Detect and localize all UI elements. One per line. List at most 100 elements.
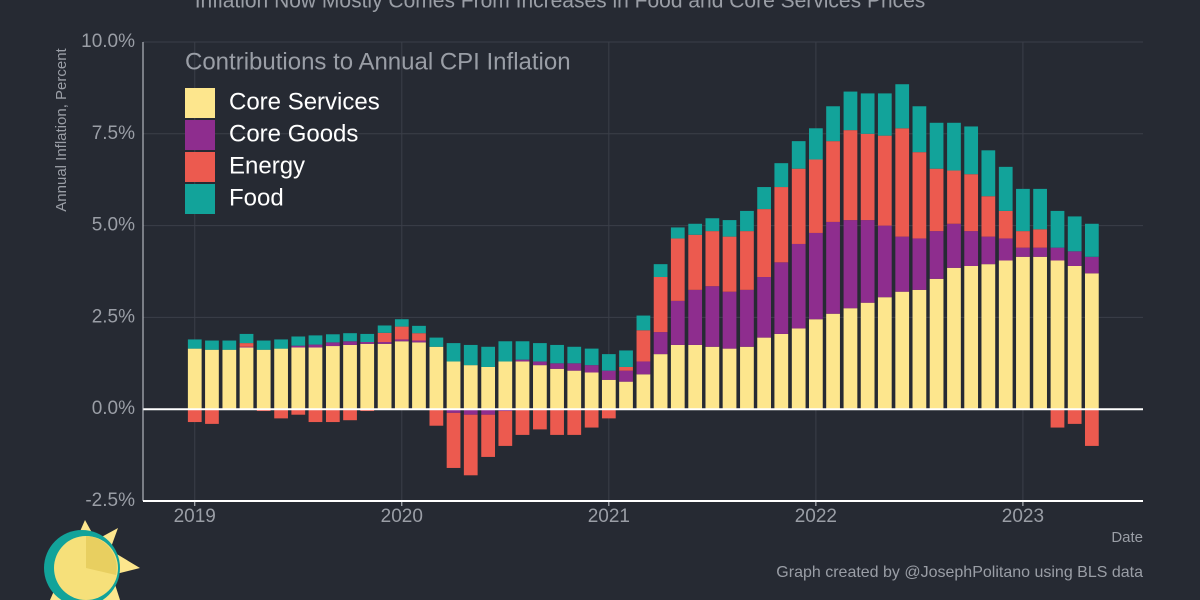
bar [843,91,858,131]
x-tick-label: 2022 [795,506,837,527]
y-tick-label: 5.0% [92,215,135,236]
bar [567,370,582,410]
bar [636,374,651,410]
bar [929,168,944,232]
bar [1033,247,1047,257]
bar [308,347,323,410]
bar [394,319,409,327]
bar [446,361,461,410]
bar [947,170,961,224]
bar [1067,265,1082,410]
bar [187,339,202,349]
bar [791,243,806,329]
bar [515,359,530,362]
bar [826,221,840,314]
bar [325,346,340,410]
bar [809,232,823,320]
bar [550,409,564,435]
legend-swatch [185,184,215,214]
bar [463,365,478,410]
bar [912,289,927,410]
bar [377,342,392,344]
bar [481,414,496,457]
bar [688,223,703,235]
bar [291,336,306,346]
bar [446,343,461,362]
bar [740,346,754,410]
bar [412,342,426,410]
bar [1084,409,1099,446]
bar [1050,260,1065,410]
bar [705,346,720,410]
legend-label: Energy [229,152,305,179]
bar [584,365,599,373]
bar [998,166,1013,211]
bar [446,409,461,413]
bar [584,372,599,410]
bar [325,334,340,343]
bar [947,223,961,268]
bar [1033,188,1047,230]
bar [601,370,616,380]
bar [705,286,720,347]
bar [308,344,323,348]
bar [826,313,840,410]
bar [670,238,685,301]
bar [705,218,720,232]
bar [895,236,910,292]
bar [1016,247,1030,257]
bar [429,337,444,347]
legend-title: Contributions to Annual CPI Inflation [185,48,571,75]
bar [1033,229,1047,248]
legend-label: Core Services [229,88,380,115]
bar [394,326,409,340]
bar [429,346,444,410]
bar [463,344,478,366]
bar [998,260,1013,410]
x-tick-label: 2019 [174,506,216,527]
bar [877,93,892,136]
bar [740,210,754,232]
bar [895,84,910,129]
bar [567,409,582,435]
y-tick-label: 0.0% [92,398,135,419]
bar [481,366,496,410]
y-tick-label: 7.5% [92,123,135,144]
bar [670,300,685,345]
bar [947,122,961,171]
bar [774,187,789,263]
bar [757,277,771,338]
bar [533,361,547,366]
bar [912,152,927,239]
bar [446,412,461,468]
bar [412,325,426,334]
bar [809,128,823,160]
bar [274,339,288,349]
bar [722,220,737,237]
caption: Graph created by @JosephPolitano using B… [776,564,1143,581]
bar [722,348,737,410]
bar [394,341,409,410]
bar [291,409,306,415]
bar [653,277,668,333]
bar [895,128,910,237]
bar [463,409,478,415]
bar [722,236,737,292]
bar [291,345,306,348]
bar [619,350,633,367]
bar [636,361,651,375]
logo [44,520,140,600]
bar [653,264,668,278]
bar [515,361,530,410]
x-tick-label: 2021 [588,506,630,527]
bar [394,339,409,342]
bar [860,93,875,134]
bar [912,106,927,153]
bar [964,231,979,266]
bar [619,370,633,382]
bar [929,278,944,410]
bar [981,236,996,265]
bar [567,363,582,371]
bar [377,325,392,333]
bar [239,347,254,410]
